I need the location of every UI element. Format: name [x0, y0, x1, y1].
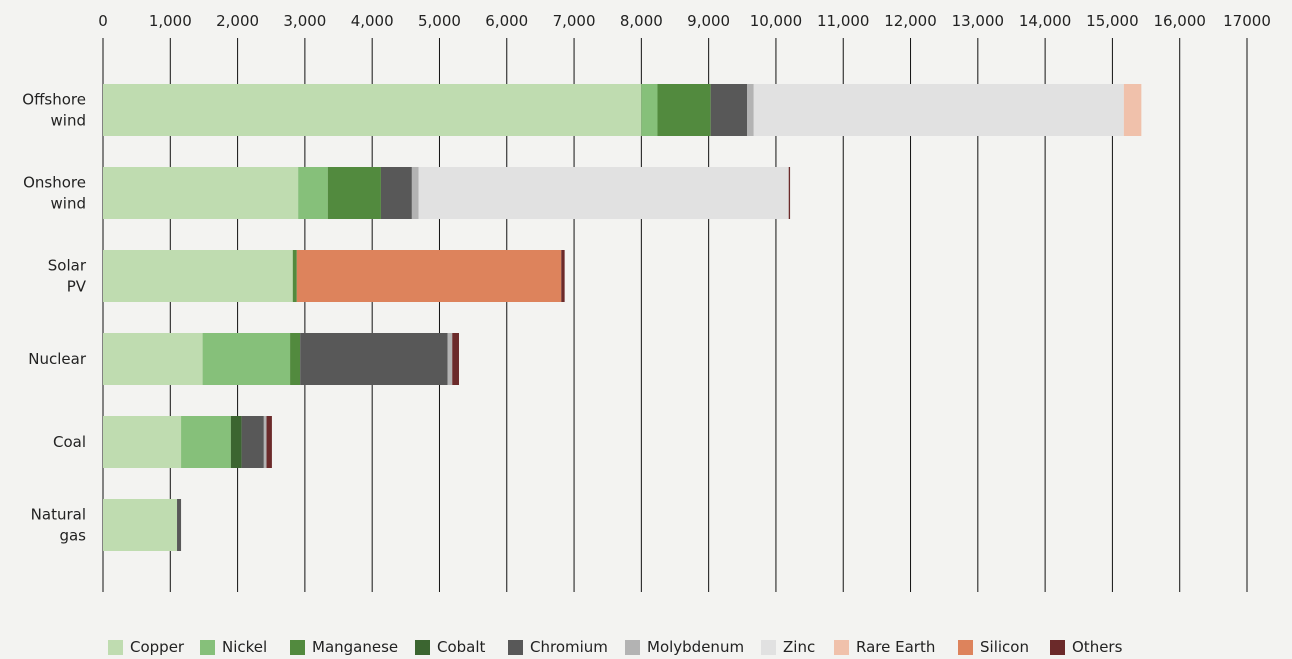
stacked-bar-chart: 0 1,000 2,000 3,000 4,000 5,000 6,000 7,000 8,00…	[22, 12, 1271, 592]
category-label: wind	[51, 195, 86, 213]
legend-swatch	[508, 639, 523, 655]
x-tick-label: 8,000	[620, 12, 663, 30]
bar-segment-nickel	[298, 167, 328, 219]
category-label: PV	[67, 278, 87, 296]
bar-segment-molybdenum	[747, 84, 754, 136]
x-tick-label: 2,000	[216, 12, 259, 30]
bar-segment-copper	[103, 84, 642, 136]
bar-segment-nickel	[181, 416, 231, 468]
bar-segment-manganese	[292, 250, 297, 302]
bar-segment-manganese	[657, 84, 711, 136]
bar-segment-rare-earth	[1123, 84, 1142, 136]
legend-label: Silicon	[980, 638, 1029, 656]
category-label: Natural	[31, 506, 86, 524]
x-tick-label: 5,000	[418, 12, 461, 30]
legend-item: Copper	[108, 638, 184, 656]
legend-label: Molybdenum	[647, 638, 745, 656]
bar-segment-others	[788, 167, 791, 219]
x-tick-label: 14,000	[1019, 12, 1072, 30]
category-label: Onshore	[23, 174, 86, 192]
legend-swatch	[958, 639, 973, 655]
legend-swatch	[761, 639, 776, 655]
bar-segment-manganese	[327, 167, 381, 219]
legend-label: Copper	[130, 638, 185, 656]
legend-item: Cobalt	[415, 638, 485, 656]
bar-segment-copper	[103, 333, 203, 385]
bar-segment-chromium	[241, 416, 264, 468]
bar-segment-copper	[103, 167, 299, 219]
x-tick-label: 4,000	[351, 12, 394, 30]
legend-item: Others	[1050, 638, 1122, 656]
bar-segment-chromium	[177, 499, 182, 551]
bar-segment-manganese	[290, 333, 301, 385]
category-label: Nuclear	[28, 350, 87, 368]
legend-item: Nickel	[200, 638, 267, 656]
legend-swatch	[290, 639, 305, 655]
x-tick-label: 13,000	[952, 12, 1005, 30]
category-label: gas	[59, 527, 86, 545]
legend-swatch	[625, 639, 640, 655]
bar-segment-nickel	[202, 333, 291, 385]
x-tick-label: 7,000	[553, 12, 596, 30]
x-tick-label: 1,000	[149, 12, 192, 30]
legend-label: Others	[1072, 638, 1123, 656]
legend-label: Rare Earth	[856, 638, 936, 656]
bar-segment-molybdenum	[447, 333, 453, 385]
bar-segment-chromium	[380, 167, 412, 219]
bar-segment-molybdenum	[411, 167, 419, 219]
legend-label: Nickel	[222, 638, 268, 656]
x-tick-label: 15,000	[1086, 12, 1139, 30]
legend-label: Cobalt	[437, 638, 486, 656]
legend-item: Rare Earth	[834, 638, 935, 656]
bar-segment-chromium	[710, 84, 748, 136]
bar-segment-others	[266, 416, 272, 468]
x-tick-label: 17000	[1223, 12, 1271, 30]
category-label: Coal	[53, 433, 86, 451]
x-tick-label: 0	[98, 12, 108, 30]
bar-segment-zinc	[753, 84, 1124, 136]
x-tick-label: 3,000	[283, 12, 326, 30]
legend-label: Manganese	[312, 638, 399, 656]
category-label: Offshore	[22, 91, 86, 109]
legend-swatch	[108, 639, 123, 655]
legend-label: Chromium	[530, 638, 608, 656]
bar-segment-zinc	[418, 167, 789, 219]
category-label: Solar	[48, 257, 87, 275]
legend-label: Zinc	[783, 638, 816, 656]
x-tick-label: 6,000	[485, 12, 528, 30]
legend-item: Chromium	[508, 638, 608, 656]
legend-item: Manganese	[290, 638, 398, 656]
bar-segment-copper	[103, 250, 293, 302]
category-label: wind	[51, 112, 86, 130]
x-tick-label: 16,000	[1153, 12, 1206, 30]
x-tick-label: 9,000	[687, 12, 730, 30]
bar-segment-cobalt	[230, 416, 242, 468]
legend-swatch	[1050, 639, 1065, 655]
bar-segment-silicon	[296, 250, 562, 302]
bar-segment-molybdenum	[263, 416, 267, 468]
bar-segment-chromium	[300, 333, 448, 385]
legend-item: Silicon	[958, 638, 1029, 656]
bar-segment-others	[561, 250, 565, 302]
x-tick-label: 12,000	[884, 12, 937, 30]
legend-swatch	[200, 639, 215, 655]
legend-item: Zinc	[761, 638, 815, 656]
bar-segment-copper	[103, 416, 182, 468]
x-tick-label: 10,000	[750, 12, 803, 30]
legend-swatch	[834, 639, 849, 655]
legend-swatch	[415, 639, 430, 655]
legend-item: Molybdenum	[625, 638, 744, 656]
legend: Copper Nickel Manganese Cobalt Chromium Molyb…	[0, 636, 1292, 658]
bar-segment-nickel	[641, 84, 658, 136]
x-tick-label: 11,000	[817, 12, 870, 30]
bar-segment-copper	[103, 499, 178, 551]
bar-segment-others	[452, 333, 459, 385]
